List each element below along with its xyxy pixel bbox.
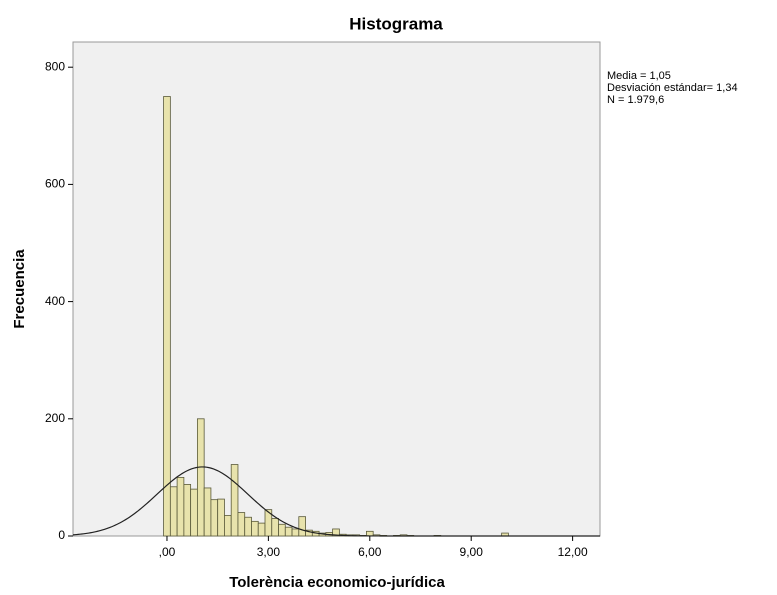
plot-area: [72, 41, 601, 537]
bar: [284, 526, 293, 537]
bar: [244, 516, 252, 537]
bar: [169, 486, 178, 537]
bar: [366, 530, 374, 537]
annotation: Media = 1,05: [607, 70, 671, 82]
bar: [298, 516, 306, 537]
bar: [291, 528, 300, 537]
annotation: Desviación estándar= 1,34: [607, 82, 738, 94]
x-tick-label: 6,00: [358, 545, 382, 559]
bar: [190, 488, 198, 537]
x-tick-label: 3,00: [257, 545, 281, 559]
bar: [217, 498, 225, 537]
annotation: N = 1.979,6: [607, 94, 664, 106]
y-tick-label: 400: [45, 294, 65, 308]
bar: [278, 523, 286, 537]
y-tick-label: 800: [45, 59, 65, 73]
bar: [210, 499, 219, 537]
y-tick-label: 200: [45, 411, 65, 425]
bar: [251, 520, 259, 537]
x-tick-label: 12,00: [558, 545, 588, 559]
chart-title: Histograma: [349, 14, 443, 33]
bar: [237, 512, 246, 537]
bar: [257, 522, 266, 537]
bar: [224, 515, 232, 537]
bar: [230, 464, 239, 537]
x-axis-label: Tolerència economico-jurídica: [229, 574, 445, 591]
y-axis-label: Frecuencia: [11, 249, 28, 329]
bar: [332, 528, 340, 537]
bar: [183, 484, 192, 537]
x-tick-label: 9,00: [460, 545, 484, 559]
bar: [163, 96, 171, 537]
plot: [72, 96, 600, 537]
normal-curve: [72, 466, 600, 537]
bar: [176, 476, 185, 537]
y-tick-label: 0: [58, 528, 65, 542]
bar: [203, 487, 212, 537]
bar: [271, 518, 279, 537]
y-tick-label: 600: [45, 177, 65, 191]
x-tick-label: ,00: [159, 545, 176, 559]
bar: [196, 418, 205, 537]
